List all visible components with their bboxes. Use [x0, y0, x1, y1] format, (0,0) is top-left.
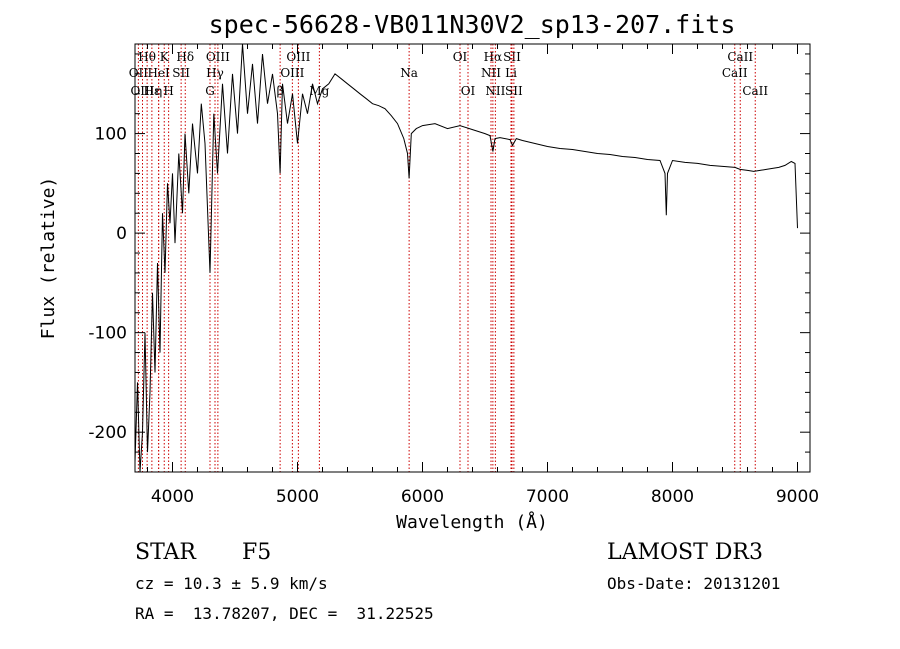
y-tick-label: -100 — [88, 324, 127, 344]
x-tick-label: 9000 — [776, 487, 819, 507]
spectral-line-label: SII — [505, 84, 523, 98]
spectral-line-label: CaII — [722, 66, 748, 80]
spectral-line-label: OII — [129, 66, 149, 80]
y-tick-label: -200 — [88, 423, 127, 443]
spectral-line-label: OI — [453, 50, 468, 64]
object-class: STAR — [135, 540, 196, 565]
redshift-velocity: cz = 10.3 ± 5.9 km/s — [135, 574, 328, 593]
spectral-line-label: SII — [172, 66, 190, 80]
chart-title: spec-56628-VB011N30V2_sp13-207.fits — [209, 10, 736, 39]
x-tick-label: 6000 — [401, 487, 444, 507]
y-tick-label: 0 — [116, 224, 127, 244]
x-tick-label: 4000 — [151, 487, 194, 507]
spectral-line-label: K — [160, 50, 170, 64]
spectral-line-label: SII — [503, 50, 521, 64]
flux-series — [134, 43, 798, 473]
x-tick-label: 7000 — [526, 487, 569, 507]
coordinates: RA = 13.78207, DEC = 31.22525 — [135, 604, 434, 623]
axis-ticks: 4000 5000 6000 7000 8000 9000 -200 -100 0 100 — [88, 44, 819, 507]
spectral-line-label: OIII — [206, 50, 230, 64]
spectral-line-label: Hα — [484, 50, 503, 64]
spectral-line-label: OIII — [286, 50, 310, 64]
x-axis-label: Wavelength (Å) — [396, 511, 548, 533]
spectral-line-label: H — [163, 84, 173, 98]
spectral-line-label: OI — [461, 84, 476, 98]
spectral-line-label: Hε — [144, 84, 161, 98]
observation-date: Obs-Date: 20131201 — [607, 574, 781, 593]
flux-line — [134, 43, 798, 473]
spectral-line-label: β — [277, 84, 284, 98]
x-tick-label: 5000 — [276, 487, 319, 507]
spectral-line-label: CaII — [727, 50, 753, 64]
spectral-line-label: OIII — [280, 66, 304, 80]
spectral-line-label: G — [205, 84, 215, 98]
spectral-line-label: NII — [485, 84, 505, 98]
spectral-line-label: Hθ — [138, 50, 156, 64]
plot-frame — [134, 43, 811, 473]
spectral-line-label: CaII — [742, 84, 768, 98]
y-tick-label: 100 — [95, 125, 127, 145]
spectral-line-label: Li — [505, 66, 517, 80]
spectral-line-label: Hδ — [176, 50, 194, 64]
survey-name: LAMOST DR3 — [607, 540, 763, 565]
spectral-line-label: Na — [400, 66, 418, 80]
y-axis-label: Flux (relative) — [38, 177, 59, 340]
spectral-line-label: NII — [481, 66, 501, 80]
x-tick-label: 8000 — [651, 487, 694, 507]
spectral-line-label: η — [155, 84, 162, 98]
object-subclass: F5 — [242, 540, 272, 565]
spectral-line-label: OIII — [130, 84, 154, 98]
spectral-line-label: Hγ — [206, 66, 224, 80]
